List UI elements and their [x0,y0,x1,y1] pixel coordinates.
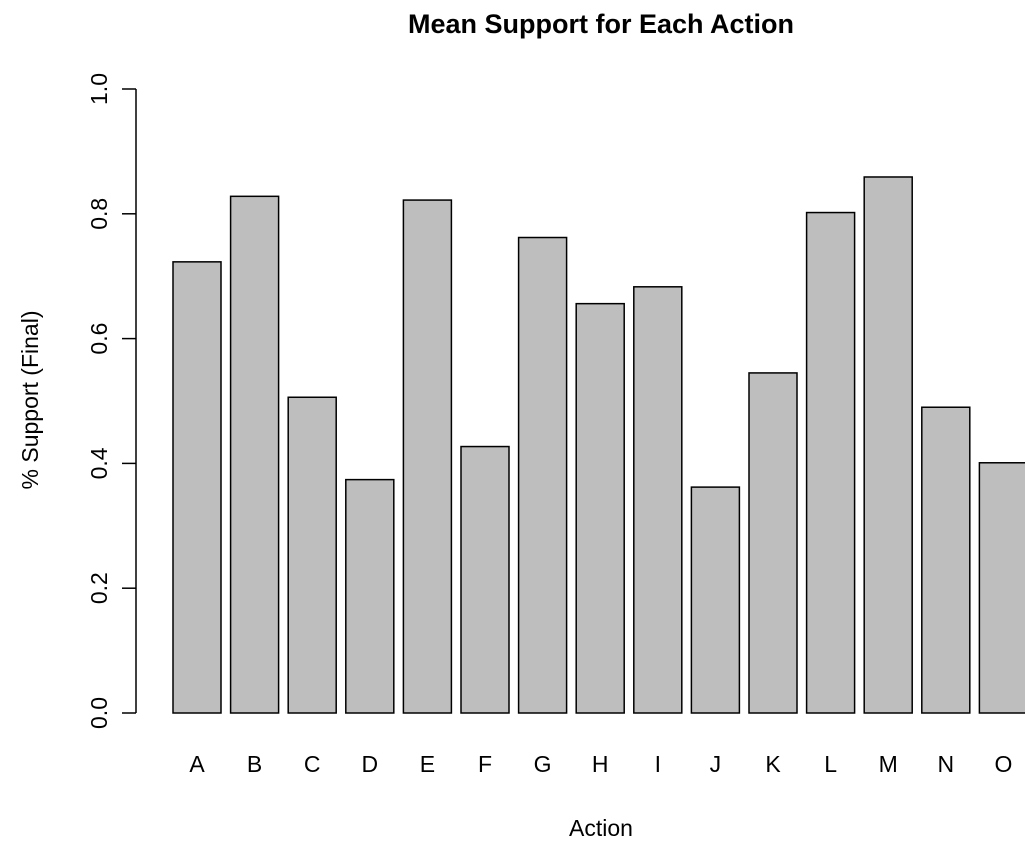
x-tick-labels: A B C D E F G H I J K L M N O [189,751,1012,777]
x-tick-label: E [420,751,435,777]
y-axis-label: % Support (Final) [17,311,43,490]
bar-a [172,261,222,714]
bars-group [172,176,1025,714]
bar-j [690,486,741,714]
bar-k [748,372,798,714]
x-tick-label: D [361,751,378,777]
x-tick-label: M [879,751,898,777]
bar-n [921,406,971,714]
x-tick-label: F [478,751,492,777]
y-tick-label: 1.0 [86,73,112,105]
y-tick-label: 0.2 [86,572,112,604]
x-tick-label: C [304,751,321,777]
bar-g [517,236,568,714]
bar-e [402,199,453,714]
y-tick-label: 0.0 [86,697,112,729]
x-tick-label: N [937,751,954,777]
x-tick-label: J [710,751,722,777]
x-tick-label: K [765,751,781,777]
y-tick-label: 0.6 [86,323,112,355]
y-tick-label: 0.4 [86,447,112,479]
x-tick-label: H [592,751,609,777]
x-tick-label: L [824,751,837,777]
y-axis: 0.0 0.2 0.4 0.6 0.8 1.0 [86,73,137,729]
bar-i [633,286,683,714]
bar-m [863,176,913,714]
y-tick-label: 0.8 [86,198,112,230]
x-tick-label: A [189,751,205,777]
bar-b [229,195,280,714]
bar-o [978,462,1025,714]
bar-c [287,396,337,714]
chart-title: Mean Support for Each Action [408,9,794,39]
bar-f [460,445,510,714]
x-tick-label: G [534,751,552,777]
x-tick-label: B [247,751,262,777]
x-tick-label: I [655,751,661,777]
x-axis-label: Action [569,815,633,841]
bar-l [805,211,856,714]
x-tick-label: O [994,751,1012,777]
bar-d [345,478,395,714]
bar-h [575,302,625,714]
